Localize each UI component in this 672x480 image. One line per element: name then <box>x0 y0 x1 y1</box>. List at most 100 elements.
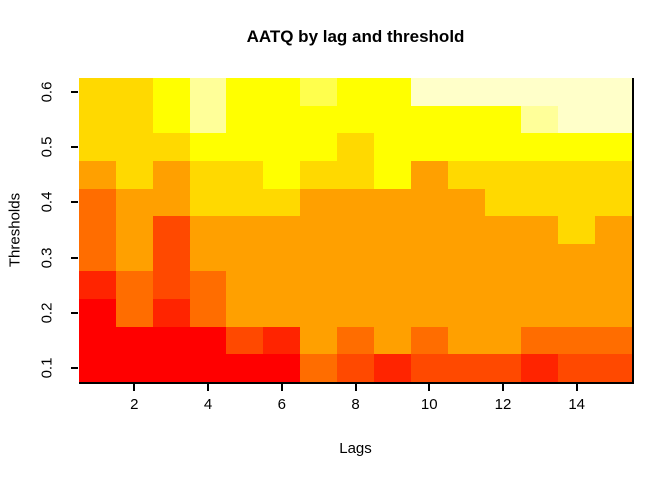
heatmap-cell <box>263 133 300 161</box>
heatmap-cell <box>595 189 632 216</box>
heatmap-cell <box>595 161 632 189</box>
heatmap-cell <box>448 133 485 161</box>
heatmap-cell <box>190 327 226 354</box>
heatmap-cell <box>263 216 300 244</box>
heatmap-cell <box>300 327 337 354</box>
heatmap-cell <box>521 327 558 354</box>
heatmap-cell <box>190 133 226 161</box>
heatmap-cell <box>153 271 190 299</box>
y-axis-tick <box>71 201 78 204</box>
heatmap-cell <box>337 244 374 271</box>
heatmap-cell <box>485 133 521 161</box>
heatmap-cell <box>300 271 337 299</box>
heatmap-cell <box>448 299 485 327</box>
heatmap-cell <box>411 354 448 382</box>
heatmap-cell <box>558 106 595 133</box>
heatmap-cell <box>300 133 337 161</box>
heatmap-cell <box>595 133 632 161</box>
heatmap-cell <box>263 271 300 299</box>
y-axis-tick <box>71 146 78 149</box>
heatmap-cell <box>595 327 632 354</box>
heatmap-cell <box>374 299 411 327</box>
heatmap-cell <box>521 161 558 189</box>
heatmap-cell <box>79 189 116 216</box>
heatmap-cell <box>263 161 300 189</box>
heatmap-cell <box>521 271 558 299</box>
x-axis-tick <box>133 384 136 391</box>
x-tick-label: 4 <box>203 396 213 413</box>
heatmap-cell <box>595 216 632 244</box>
heatmap-cell <box>226 327 263 354</box>
heatmap-cell <box>300 106 337 133</box>
heatmap-cell <box>374 106 411 133</box>
heatmap-cell <box>153 354 190 382</box>
heatmap-cell <box>374 189 411 216</box>
heatmap-cell <box>226 299 263 327</box>
heatmap-cell <box>448 244 485 271</box>
heatmap-cell <box>190 161 226 189</box>
heatmap-cell <box>116 133 153 161</box>
heatmap-cell <box>485 299 521 327</box>
heatmap-cell <box>153 106 190 133</box>
heatmap-plot-area <box>79 78 634 384</box>
heatmap-cell <box>79 78 116 106</box>
x-axis-tick <box>501 384 504 391</box>
heatmap-cell <box>374 133 411 161</box>
heatmap-cell <box>263 106 300 133</box>
heatmap-cell <box>558 161 595 189</box>
heatmap-cell <box>226 78 263 106</box>
heatmap-cell <box>190 78 226 106</box>
heatmap-cell <box>226 216 263 244</box>
heatmap-cell <box>448 271 485 299</box>
heatmap-cell <box>411 327 448 354</box>
heatmap-cell <box>226 106 263 133</box>
heatmap-cell <box>116 244 153 271</box>
heatmap-cell <box>558 327 595 354</box>
heatmap-cell <box>595 106 632 133</box>
heatmap-cell <box>116 354 153 382</box>
heatmap-cell <box>448 106 485 133</box>
heatmap-cell <box>521 216 558 244</box>
heatmap-cell <box>79 271 116 299</box>
heatmap-cell <box>448 189 485 216</box>
heatmap-cell <box>411 161 448 189</box>
heatmap-cell <box>411 216 448 244</box>
heatmap-cell <box>300 299 337 327</box>
heatmap-cell <box>558 78 595 106</box>
heatmap-cell <box>190 244 226 271</box>
heatmap-cell <box>300 354 337 382</box>
heatmap-cell <box>263 354 300 382</box>
heatmap-cell <box>485 271 521 299</box>
heatmap-cell <box>521 133 558 161</box>
heatmap-cell <box>79 299 116 327</box>
heatmap-cell <box>226 133 263 161</box>
chart-title: AATQ by lag and threshold <box>246 27 465 46</box>
heatmap-cell <box>485 78 521 106</box>
heatmap-cell <box>263 299 300 327</box>
heatmap-cell <box>116 78 153 106</box>
heatmap-cell <box>411 271 448 299</box>
heatmap-cell <box>153 216 190 244</box>
heatmap-cell <box>300 161 337 189</box>
heatmap-cell <box>116 271 153 299</box>
heatmap-cell <box>190 354 226 382</box>
heatmap-cell <box>337 78 374 106</box>
heatmap-cell <box>448 327 485 354</box>
x-tick-label: 10 <box>420 396 438 413</box>
heatmap-cell <box>374 271 411 299</box>
heatmap-cell <box>521 106 558 133</box>
heatmap-cell <box>226 189 263 216</box>
heatmap-cell <box>448 161 485 189</box>
heatmap-cell <box>190 106 226 133</box>
heatmap-cell <box>337 271 374 299</box>
heatmap-cell <box>190 271 226 299</box>
heatmap-cell <box>521 299 558 327</box>
heatmap-cell <box>411 106 448 133</box>
x-tick-label: 8 <box>351 396 360 413</box>
heatmap-cell <box>116 161 153 189</box>
heatmap-cell <box>337 216 374 244</box>
heatmap-cell <box>521 78 558 106</box>
heatmap-cell <box>190 189 226 216</box>
heatmap-cell <box>521 189 558 216</box>
